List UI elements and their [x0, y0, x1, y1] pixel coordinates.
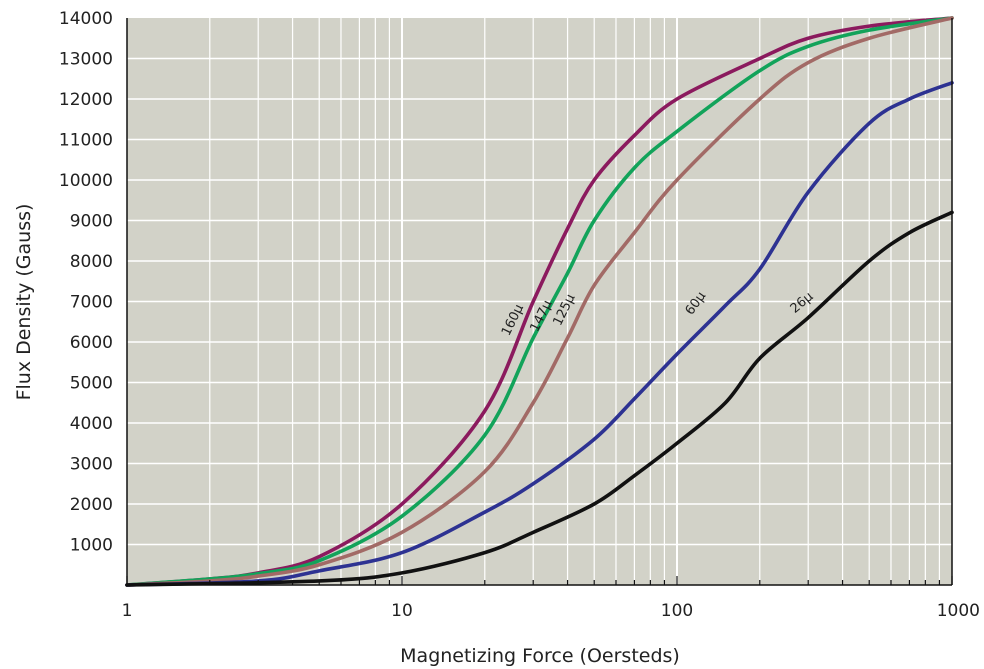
series-line-125u [125, 16, 954, 587]
tick-label-layer: 1000 2000 3000 4000 5000 6000 7000 8000 9000 1000… [59, 9, 980, 621]
x-tick-label: 10 [391, 601, 413, 621]
grid-layer [127, 18, 952, 585]
axis-layer [126, 18, 953, 586]
y-tick-label: 6000 [70, 333, 113, 353]
y-tick-label: 10000 [59, 171, 113, 191]
y-tick-label: 9000 [70, 212, 113, 232]
y-tick-label: 8000 [70, 252, 113, 272]
y-tick-label: 4000 [70, 414, 113, 434]
y-tick-label: 14000 [59, 9, 113, 29]
x-axis-title: Magnetizing Force (Oersteds) [400, 645, 680, 667]
series-line-147u [125, 16, 954, 587]
x-tick-label: 1000 [937, 601, 980, 621]
series-line-60u [125, 81, 954, 587]
y-tick-label: 1000 [70, 536, 113, 556]
y-tick-label: 3000 [70, 455, 113, 475]
y-tick-label: 13000 [59, 50, 113, 70]
x-tick-label: 100 [661, 601, 693, 621]
x-tick-label: 1 [122, 601, 133, 621]
y-tick-label: 11000 [59, 131, 113, 151]
y-tick-label: 7000 [70, 293, 113, 313]
y-tick-label: 2000 [70, 495, 113, 515]
series-line-26u [125, 210, 954, 587]
series-layer [125, 16, 954, 587]
y-tick-label: 5000 [70, 374, 113, 394]
y-axis-title: Flux Density (Gauss) [13, 204, 35, 401]
y-tick-label: 12000 [59, 90, 113, 110]
